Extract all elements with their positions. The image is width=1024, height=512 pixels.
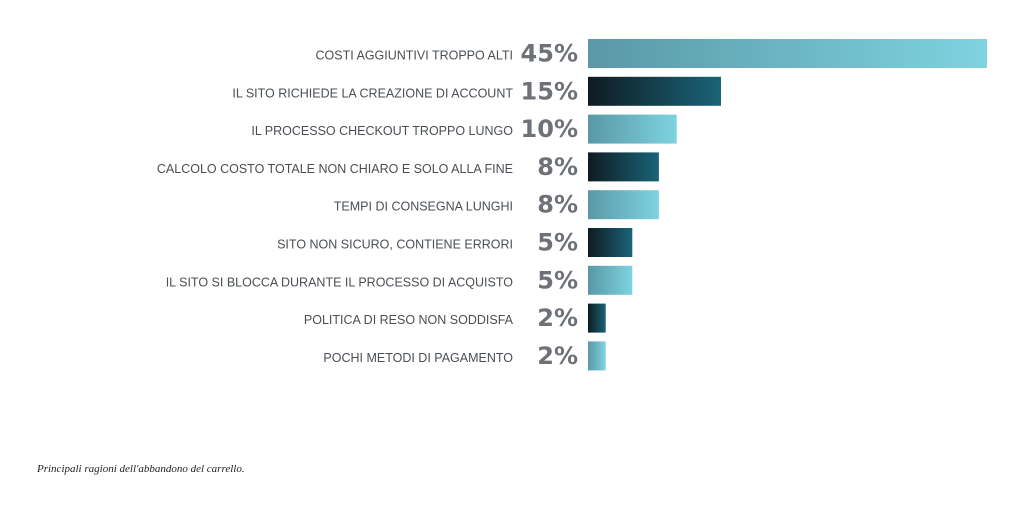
bar [588,76,721,106]
category-label: TEMPI DI CONSEGNA LUNGHI [334,200,513,214]
value-label: 5% [537,266,578,294]
category-label: CALCOLO COSTO TOTALE NON CHIARO E SOLO A… [157,162,513,176]
category-label: SITO NON SICURO, CONTIENE ERRORI [277,238,513,252]
value-label: 15% [521,77,578,105]
bar [588,114,677,144]
value-label: 5% [537,229,578,257]
category-label: POCHI METODI DI PAGAMENTO [323,351,513,365]
bar [588,190,659,220]
bar [588,303,606,333]
category-label: POLITICA DI RESO NON SODDISFA [304,313,514,327]
value-label: 8% [537,191,578,219]
value-label: 2% [537,304,578,332]
value-label: 10% [521,115,578,143]
chart-caption: Principali ragioni dell'abbandono del ca… [37,463,245,475]
category-label: COSTI AGGIUNTIVI TROPPO ALTI [316,49,514,63]
bar-rows: 45% COSTI AGGIUNTIVI TROPPO ALTI 15% IL SIT… [157,39,987,371]
category-label: IL PROCESSO CHECKOUT TROPPO LUNGO [251,124,513,138]
category-label: IL SITO RICHIEDE LA CREAZIONE DI ACCOUNT [232,86,513,100]
category-label: IL SITO SI BLOCCA DURANTE IL PROCESSO DI… [166,275,514,289]
value-label: 8% [537,153,578,181]
value-label: 2% [537,342,578,370]
bar [588,152,659,182]
bar [588,265,633,295]
value-label: 45% [521,40,578,68]
bar [588,39,987,68]
bar [588,228,633,257]
bar [588,341,606,371]
